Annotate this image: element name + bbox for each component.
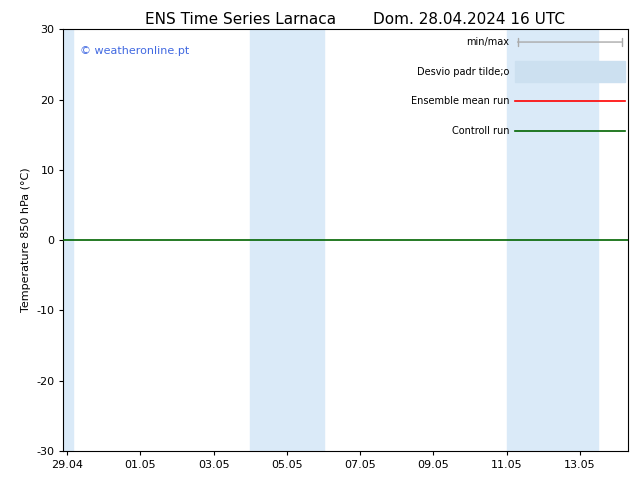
- Bar: [507, 29, 598, 451]
- Bar: [515, 61, 625, 82]
- Text: Ensemble mean run: Ensemble mean run: [411, 96, 509, 106]
- Text: Desvio padr tilde;o: Desvio padr tilde;o: [417, 67, 509, 76]
- Text: Controll run: Controll run: [451, 125, 509, 136]
- Text: © weatheronline.pt: © weatheronline.pt: [81, 46, 190, 56]
- Bar: [250, 29, 323, 451]
- Bar: [63, 29, 72, 451]
- Y-axis label: Temperature 850 hPa (°C): Temperature 850 hPa (°C): [21, 168, 30, 313]
- Text: ENS Time Series Larnaca: ENS Time Series Larnaca: [145, 12, 337, 27]
- Text: min/max: min/max: [466, 37, 509, 47]
- Text: Dom. 28.04.2024 16 UTC: Dom. 28.04.2024 16 UTC: [373, 12, 565, 27]
